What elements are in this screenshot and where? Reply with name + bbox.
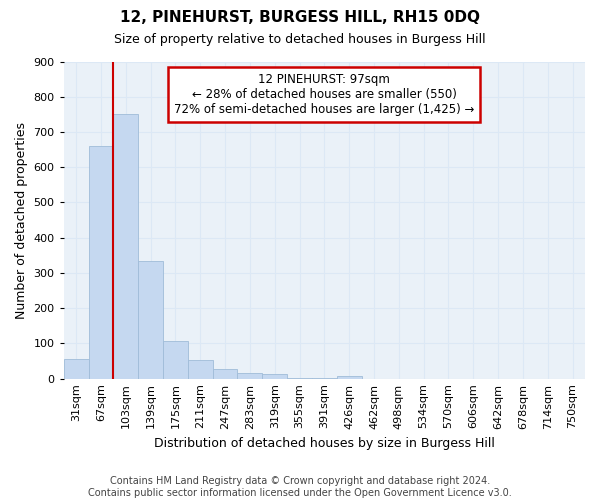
Bar bbox=[238, 374, 262, 378]
Text: Contains HM Land Registry data © Crown copyright and database right 2024.
Contai: Contains HM Land Registry data © Crown c… bbox=[88, 476, 512, 498]
Bar bbox=[337, 376, 362, 378]
X-axis label: Distribution of detached houses by size in Burgess Hill: Distribution of detached houses by size … bbox=[154, 437, 495, 450]
Bar bbox=[188, 360, 212, 378]
Bar bbox=[64, 360, 89, 378]
Bar bbox=[212, 369, 238, 378]
Bar bbox=[113, 114, 138, 378]
Bar bbox=[262, 374, 287, 378]
Text: 12 PINEHURST: 97sqm
← 28% of detached houses are smaller (550)
72% of semi-detac: 12 PINEHURST: 97sqm ← 28% of detached ho… bbox=[174, 72, 475, 116]
Bar bbox=[163, 341, 188, 378]
Text: Size of property relative to detached houses in Burgess Hill: Size of property relative to detached ho… bbox=[114, 32, 486, 46]
Y-axis label: Number of detached properties: Number of detached properties bbox=[15, 122, 28, 318]
Bar bbox=[89, 146, 113, 378]
Text: 12, PINEHURST, BURGESS HILL, RH15 0DQ: 12, PINEHURST, BURGESS HILL, RH15 0DQ bbox=[120, 10, 480, 25]
Bar bbox=[138, 260, 163, 378]
